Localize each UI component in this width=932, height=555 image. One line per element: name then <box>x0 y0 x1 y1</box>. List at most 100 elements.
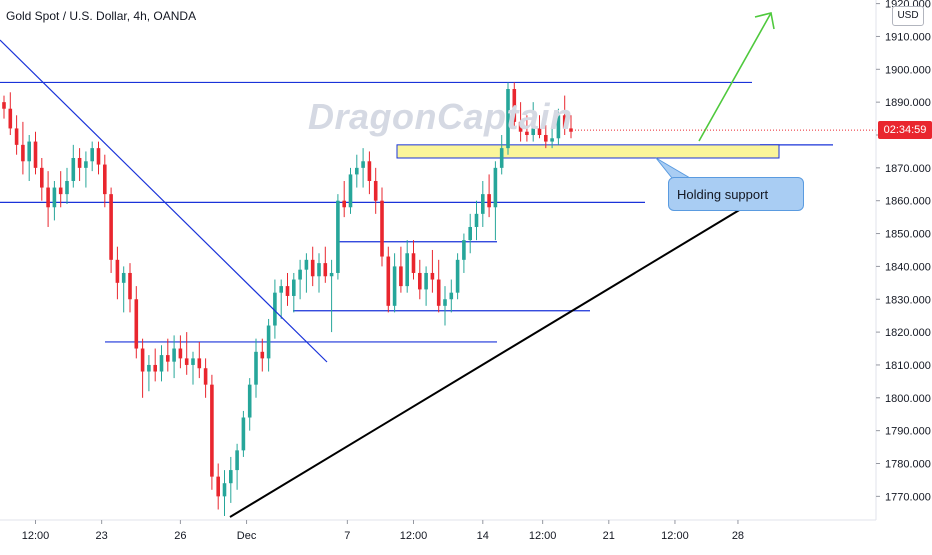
candle-body <box>537 128 542 135</box>
candle-body <box>33 141 38 168</box>
ascending-trendline <box>229 208 742 518</box>
axes: 1770.000 1780.000 1790.000 1800.000 1810.000… <box>0 0 931 542</box>
y-tick-label: 1820.000 <box>885 327 931 339</box>
y-tick-label: 1790.000 <box>885 426 931 438</box>
candle-body <box>336 200 340 273</box>
x-tick-label: 12:00 <box>400 530 428 542</box>
candle-body <box>71 157 76 181</box>
candle-body <box>355 167 359 175</box>
candle-body <box>241 417 246 451</box>
candle-body <box>468 226 472 241</box>
candle-body <box>512 89 517 122</box>
y-tick-label: 1860.000 <box>885 196 931 208</box>
x-tick-label: 7 <box>344 530 350 542</box>
candle-body <box>285 286 290 296</box>
y-tick-label: 1780.000 <box>885 459 931 471</box>
candle-body <box>348 174 353 208</box>
x-tick-label: Dec <box>237 530 257 542</box>
y-tick-label: 1840.000 <box>885 261 931 273</box>
y-tick-label: 1910.000 <box>885 31 931 43</box>
candle-body <box>210 384 214 477</box>
candle-body <box>506 89 510 149</box>
candle-body <box>52 187 57 208</box>
candle-body <box>550 138 554 142</box>
candle-body <box>304 259 309 270</box>
candle-body <box>128 272 132 300</box>
candle-body <box>90 148 94 162</box>
candle-body <box>77 157 82 168</box>
candle-body <box>8 108 13 129</box>
candle-body <box>191 358 195 365</box>
candle-body <box>367 161 372 181</box>
x-tick-label: 21 <box>603 530 615 542</box>
candle-body <box>40 167 44 188</box>
candle-body <box>292 279 296 296</box>
candle-body <box>235 450 239 471</box>
descending-trendline <box>0 39 328 363</box>
y-tick-label: 1850.000 <box>885 229 931 241</box>
candle-body <box>418 272 422 290</box>
callout-pointer <box>655 157 692 179</box>
candle-body <box>96 148 101 165</box>
candle-body <box>109 194 113 260</box>
candle-body <box>140 348 145 372</box>
candle-body <box>329 272 334 277</box>
candle-body <box>27 141 31 162</box>
support-zone-rect <box>396 144 780 159</box>
candle-body <box>399 266 403 287</box>
candle-body <box>430 272 435 280</box>
candle-body <box>121 272 126 283</box>
y-tick-label: 1870.000 <box>885 163 931 175</box>
candle-body <box>159 355 164 372</box>
candle-body <box>487 194 491 208</box>
candle-body <box>14 128 19 145</box>
candle-body <box>310 259 315 277</box>
callout-holding-support[interactable]: Holding support <box>668 177 804 211</box>
candle-body <box>544 135 548 142</box>
candle-body <box>525 131 529 135</box>
candle-body <box>493 167 498 208</box>
candle-body <box>216 476 220 497</box>
candle-body <box>178 348 183 359</box>
candle-body <box>436 279 441 306</box>
candle-body <box>443 299 447 306</box>
candle-body <box>172 348 176 362</box>
drawings <box>0 12 876 518</box>
candle-body <box>153 364 157 372</box>
candle-body <box>103 164 107 195</box>
candle-body <box>556 115 561 139</box>
projection-arrow-line <box>698 12 772 142</box>
watermark: DragonCaptain <box>308 96 573 137</box>
currency-button[interactable]: USD <box>892 6 924 26</box>
candle-body <box>462 240 466 260</box>
y-tick-label: 1890.000 <box>885 97 931 109</box>
candle-body <box>84 161 88 168</box>
candle-body <box>424 272 428 290</box>
candle-body <box>481 194 485 214</box>
candle-body <box>166 355 170 362</box>
chart-title: Gold Spot / U.S. Dollar, 4h, OANDA <box>6 9 197 23</box>
current-price-tag: 02:34:59 <box>878 121 932 139</box>
candle-body <box>147 364 151 372</box>
candle-body <box>134 299 139 349</box>
y-tick-label: 1800.000 <box>885 393 931 405</box>
candle-body <box>569 128 573 132</box>
candle-body <box>247 384 252 418</box>
candle-body <box>184 358 189 365</box>
candle-body <box>392 266 397 306</box>
candles <box>2 82 573 517</box>
candle-body <box>411 253 416 273</box>
candle-body <box>197 358 202 369</box>
candle-body <box>298 269 302 280</box>
candle-body <box>115 259 120 283</box>
candle-body <box>474 213 479 227</box>
candle-body <box>21 144 25 162</box>
y-tick-label: 1900.000 <box>885 64 931 76</box>
candle-body <box>203 368 208 385</box>
candle-body <box>58 187 63 195</box>
support-zone <box>396 144 780 159</box>
y-tick-label: 1830.000 <box>885 294 931 306</box>
candle-body <box>531 128 535 135</box>
